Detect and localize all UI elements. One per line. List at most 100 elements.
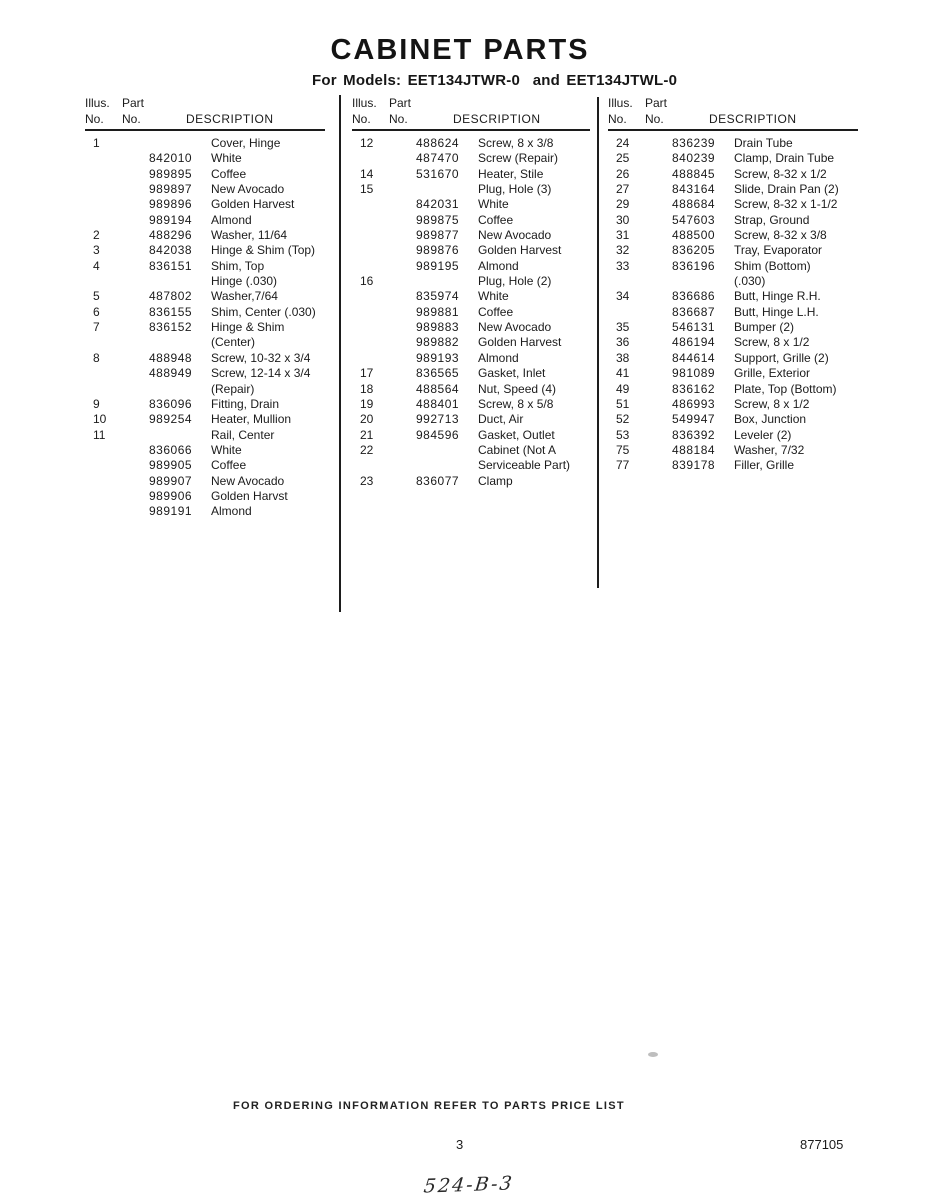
- part-no-cell: [400, 274, 466, 289]
- illus-no-cell: 33: [616, 258, 630, 273]
- description-cell: Almond: [478, 258, 519, 273]
- part-no-cell: 836687: [672, 304, 716, 319]
- description-cell: Plug, Hole (3): [478, 182, 552, 197]
- part-no-cell: 981089: [672, 366, 716, 381]
- illus-no-cell: [352, 458, 400, 473]
- illus-no-header: No.: [608, 112, 627, 126]
- part-no-cell: 989895: [149, 166, 193, 181]
- description-cell: Butt, Hinge L.H.: [734, 304, 819, 319]
- table-row: Hinge (.030): [85, 274, 325, 289]
- part-no-cell: 836205: [672, 243, 716, 258]
- part-no-cell: 486194: [672, 335, 716, 350]
- description-cell: White: [478, 197, 509, 212]
- description-cell: Plate, Top (Bottom): [734, 381, 837, 396]
- column-header: Illus. Part No. No. DESCRIPTION: [352, 95, 590, 131]
- description-cell: Coffee: [478, 304, 514, 319]
- illus-no-cell: [352, 197, 400, 212]
- description-cell: Grille, Exterior: [734, 366, 811, 381]
- description-cell: Clamp, Drain Tube: [734, 151, 835, 166]
- description-cell: Plug, Hole (2): [478, 274, 552, 289]
- table-row: 3 842038 Hinge & Shim (Top): [85, 243, 325, 258]
- header-line-1: Illus. Part: [85, 95, 325, 111]
- description-cell: Almond: [211, 212, 252, 227]
- illus-no-cell: 75: [616, 442, 630, 457]
- part-no-cell: 989195: [416, 258, 460, 273]
- description-cell: New Avocado: [478, 228, 552, 243]
- illus-no-cell: 24: [616, 136, 630, 150]
- table-row: 23 836077 Clamp: [352, 474, 590, 489]
- part-no-cell: 836162: [672, 381, 716, 396]
- table-row: Serviceable Part): [352, 458, 590, 473]
- part-no-cell: 547603: [672, 212, 716, 227]
- table-row: (.030): [608, 274, 858, 289]
- description-cell: Almond: [478, 350, 519, 365]
- table-row: 30 547603 Strap, Ground: [608, 213, 858, 228]
- part-no-cell: [133, 136, 199, 151]
- part-no-cell: [400, 458, 466, 473]
- description-cell: (.030): [734, 274, 766, 289]
- part-no-cell: 989883: [416, 320, 460, 335]
- illus-no-header: No.: [352, 112, 371, 126]
- illus-no-cell: [352, 228, 400, 243]
- illus-no-cell: 31: [616, 228, 630, 243]
- table-row: 989897 New Avocado: [85, 182, 325, 197]
- illus-no-cell: 18: [360, 381, 374, 396]
- table-row: 989875 Coffee: [352, 213, 590, 228]
- table-row: 989896 Golden Harvest: [85, 197, 325, 212]
- illus-no-cell: [85, 274, 133, 289]
- description-cell: Hinge & Shim: [211, 320, 285, 335]
- table-row: 29 488684 Screw, 8-32 x 1-1/2: [608, 197, 858, 212]
- description-cell: Box, Junction: [734, 412, 807, 427]
- part-no-cell: 989875: [416, 212, 460, 227]
- illus-no-cell: [352, 351, 400, 366]
- illus-no-cell: [85, 167, 133, 182]
- illus-no-cell: 1: [93, 136, 100, 150]
- part-no-cell: 989254: [149, 412, 193, 427]
- table-row: 49 836162 Plate, Top (Bottom): [608, 382, 858, 397]
- table-row: 15 Plug, Hole (3): [352, 182, 590, 197]
- part-no-cell: [400, 443, 466, 458]
- part-no-cell: 835974: [416, 289, 460, 304]
- description-cell: (Repair): [211, 381, 255, 396]
- description-cell: Coffee: [211, 458, 247, 473]
- part-no-cell: 836077: [416, 473, 460, 488]
- table-row: 11 Rail, Center: [85, 428, 325, 443]
- table-row: 989191 Almond: [85, 504, 325, 519]
- part-no-cell: 836152: [149, 320, 193, 335]
- description-cell: Filler, Grille: [734, 458, 795, 473]
- description-cell: Screw, 8 x 1/2: [734, 396, 810, 411]
- description-cell: Shim, Center (.030): [211, 304, 316, 319]
- part-no-cell: 989193: [416, 350, 460, 365]
- illus-no-cell: [85, 489, 133, 504]
- illus-no-cell: 34: [616, 289, 630, 304]
- description-cell: Coffee: [478, 212, 514, 227]
- table-row: (Center): [85, 335, 325, 350]
- table-row: 75 488184 Washer, 7/32: [608, 443, 858, 458]
- part-no-cell: 488845: [672, 166, 716, 181]
- description-cell: White: [211, 151, 242, 166]
- description-cell: Strap, Ground: [734, 212, 810, 227]
- part-no-cell: 836239: [672, 136, 716, 150]
- illus-header-label: Illus.: [85, 96, 110, 110]
- illus-no-cell: 20: [360, 412, 374, 427]
- parts-rows: 1 Cover, Hinge 842010 White 989895 Coffee 9898…: [85, 136, 325, 520]
- table-row: 53 836392 Leveler (2): [608, 428, 858, 443]
- illus-no-cell: 25: [616, 151, 630, 166]
- table-row: 24 836239 Drain Tube: [608, 136, 858, 151]
- description-cell: Washer, 7/32: [734, 442, 805, 457]
- description-cell: New Avocado: [478, 320, 552, 335]
- illus-no-cell: [85, 504, 133, 519]
- page-number: 3: [456, 1137, 464, 1152]
- part-no-cell: 842010: [149, 151, 193, 166]
- table-row: 989905 Coffee: [85, 458, 325, 473]
- illus-no-cell: [85, 443, 133, 458]
- part-no-cell: 836392: [672, 427, 716, 442]
- description-cell: Support, Grille (2): [734, 350, 829, 365]
- table-row: 989876 Golden Harvest: [352, 243, 590, 258]
- illus-header-label: Illus.: [352, 96, 377, 110]
- part-no-cell: 488296: [149, 228, 193, 243]
- table-row: 842031 White: [352, 197, 590, 212]
- table-row: 52 549947 Box, Junction: [608, 412, 858, 427]
- description-cell: Butt, Hinge R.H.: [734, 289, 821, 304]
